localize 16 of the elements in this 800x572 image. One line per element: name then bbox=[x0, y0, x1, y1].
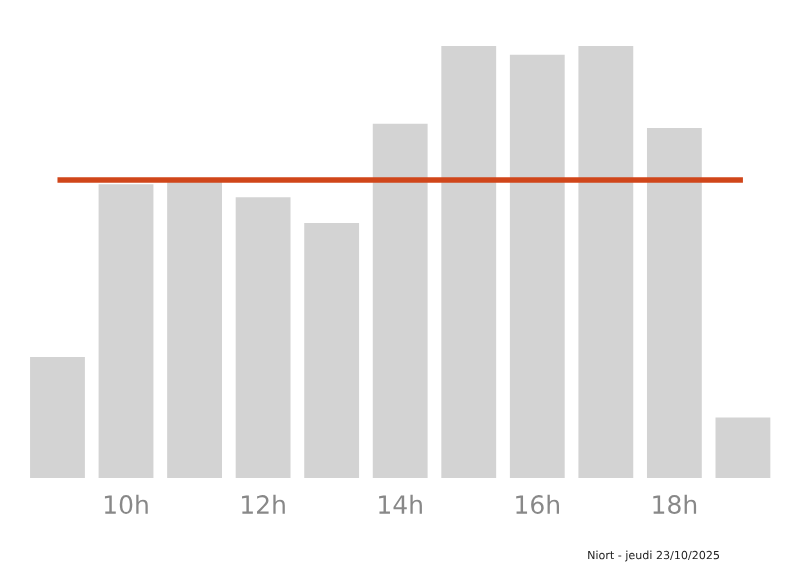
bar bbox=[235, 197, 291, 478]
bar bbox=[509, 54, 565, 478]
x-tick-label: 12h bbox=[242, 494, 285, 514]
x-tick-label: 18h bbox=[653, 494, 697, 515]
x-tick-label: 16h bbox=[516, 494, 559, 515]
bar bbox=[372, 123, 428, 478]
x-tick-label: 10h bbox=[104, 494, 148, 515]
bar bbox=[441, 46, 497, 478]
bar bbox=[646, 128, 702, 478]
bar bbox=[167, 179, 222, 478]
bar bbox=[304, 223, 360, 478]
bar bbox=[578, 46, 634, 478]
bar bbox=[30, 357, 85, 478]
bar bbox=[715, 417, 771, 478]
bar bbox=[98, 184, 154, 478]
x-tick-label: 14h bbox=[379, 494, 422, 514]
